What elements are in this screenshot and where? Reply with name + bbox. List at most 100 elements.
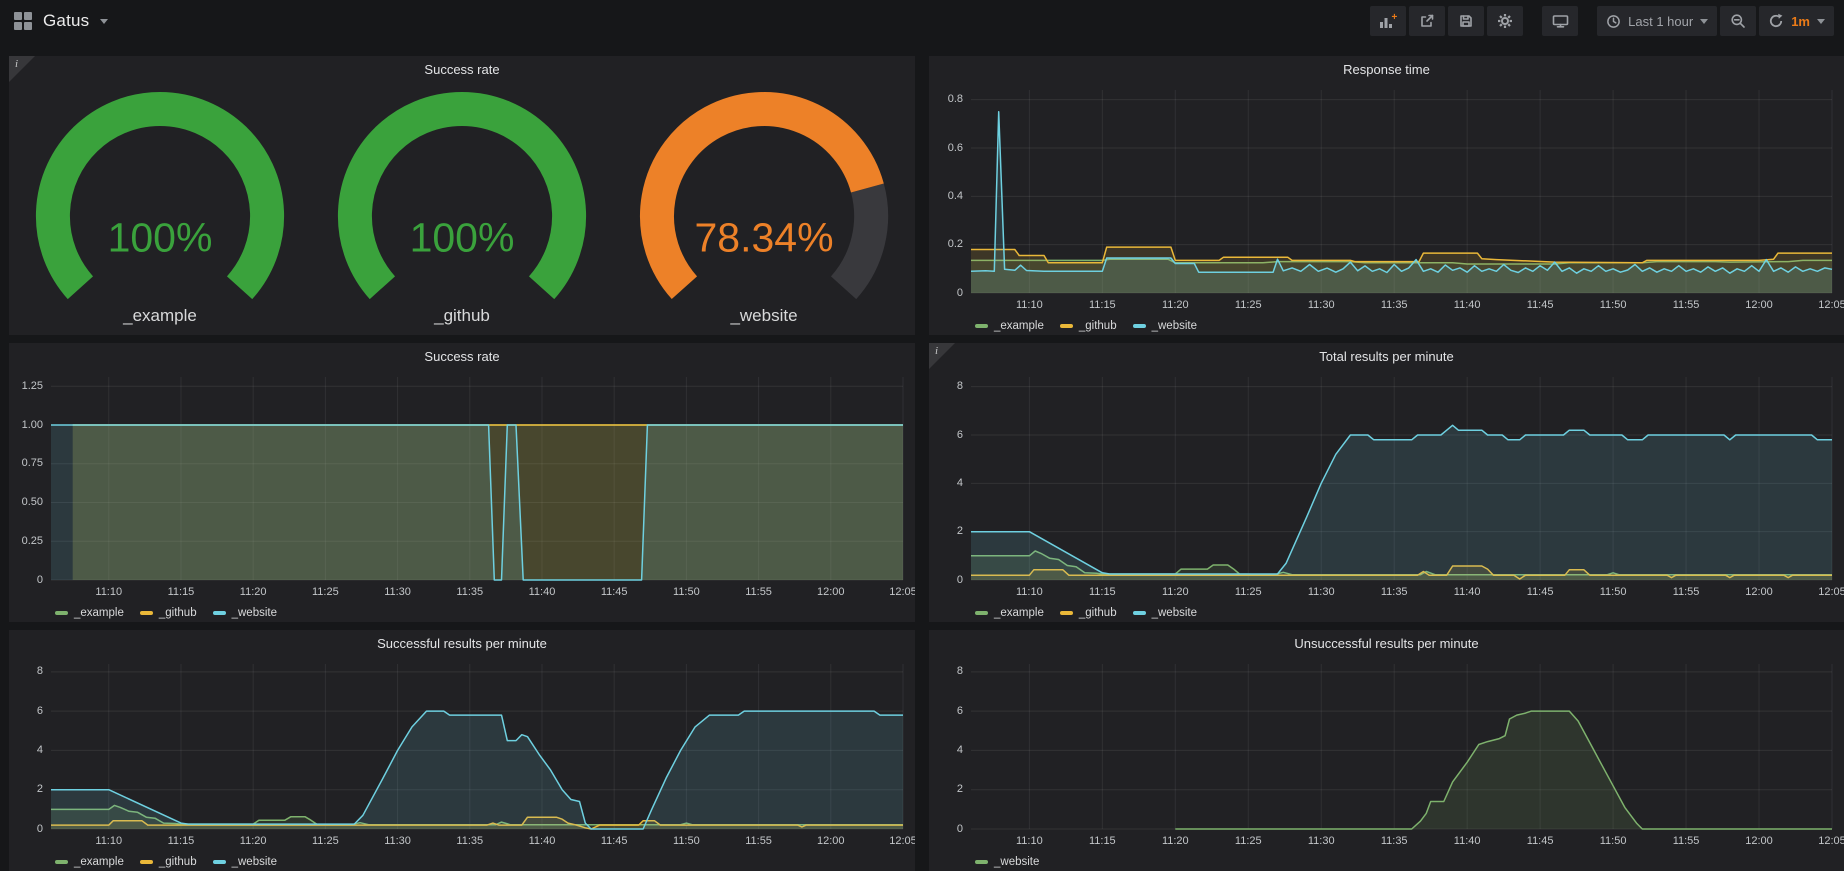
y-axis-tick-label: 8 — [956, 380, 963, 393]
series-fill-_website — [971, 111, 1832, 293]
panel-title[interactable]: Total results per minute — [1319, 349, 1454, 364]
legend-item-_website[interactable]: _website — [212, 607, 277, 619]
panel-info-icon[interactable] — [9, 56, 35, 82]
legend-label: _github — [1078, 607, 1117, 619]
share-button[interactable] — [1409, 6, 1446, 36]
legend-label: _example — [74, 856, 124, 868]
x-axis-tick-label: 11:20 — [239, 835, 267, 847]
gauge-group: 100% _example 100% _github 78.34% _website — [9, 82, 915, 335]
x-axis-tick-label: 12:05 — [1818, 835, 1844, 847]
dashboard-picker[interactable]: Gatus — [14, 11, 109, 31]
panel-success-rate-graph: Success rate 0 0.25 0.50 0.75 1.00 1.25 11:10 1… — [9, 343, 915, 622]
panel-info-icon[interactable] — [929, 343, 955, 369]
y-axis-tick-label: 0.75 — [21, 457, 43, 470]
legend-swatch — [212, 860, 226, 864]
x-axis-tick-label: 11:45 — [600, 835, 628, 847]
legend-label: _example — [994, 607, 1044, 619]
gauge-canvas: 78.34% — [639, 92, 889, 300]
gauge-track — [830, 183, 889, 300]
x-axis-tick-label: 11:35 — [1380, 835, 1408, 847]
legend-item-_example[interactable]: _example — [975, 320, 1044, 332]
x-axis-tick-label: 11:10 — [95, 586, 123, 598]
chart-canvas[interactable] — [929, 369, 1844, 622]
gauge-value-arc — [35, 91, 285, 300]
legend-item-_example[interactable]: _example — [55, 856, 124, 868]
x-axis-tick-label: 11:20 — [1161, 586, 1189, 598]
legend-swatch — [139, 860, 153, 864]
panel-title[interactable]: Success rate — [424, 349, 500, 364]
legend-item-_github[interactable]: _github — [1059, 607, 1117, 619]
x-axis-tick-label: 11:30 — [1307, 299, 1335, 311]
legend-item-_github[interactable]: _github — [139, 856, 197, 868]
x-axis-tick-label: 11:45 — [1526, 835, 1554, 847]
total-results-chart[interactable]: 0 2 4 6 8 11:10 11:15 11:20 11:25 11:30 11:35 11:40… — [929, 369, 1844, 622]
zoom-out-button[interactable] — [1720, 6, 1757, 36]
panel-title[interactable]: Success rate — [424, 62, 500, 77]
add-panel-button[interactable]: + — [1370, 6, 1407, 36]
legend-swatch — [1059, 611, 1073, 615]
refresh-control[interactable]: 1m — [1759, 6, 1834, 36]
gauge-_github: 100% _github — [311, 82, 613, 335]
tv-mode-button[interactable] — [1542, 6, 1579, 36]
series-line-_example — [971, 258, 1832, 265]
chart-canvas[interactable] — [929, 82, 1844, 335]
chart-canvas[interactable] — [9, 369, 915, 622]
response-time-chart[interactable]: 0 0.2 0.4 0.6 0.8 11:10 11:15 11:20 11:25 11:30 11… — [929, 82, 1844, 335]
time-range-button[interactable]: Last 1 hour — [1597, 6, 1718, 36]
legend-label: _github — [158, 856, 197, 868]
y-axis-tick-label: 0.8 — [947, 93, 963, 106]
x-axis-tick-label: 11:15 — [1088, 835, 1116, 847]
clock-icon — [1607, 14, 1621, 28]
panel-title[interactable]: Unsuccessful results per minute — [1294, 636, 1479, 651]
series-line-_website — [970, 111, 1833, 274]
settings-button[interactable] — [1487, 6, 1524, 36]
chart-canvas[interactable] — [929, 656, 1844, 871]
series-line-_github — [971, 246, 1832, 264]
series-fill-_website — [51, 425, 903, 580]
legend-swatch — [55, 860, 68, 864]
unsuccessful-results-chart[interactable]: 0 2 4 6 8 11:10 11:15 11:20 11:25 11:30 11:35 11:40… — [929, 656, 1844, 871]
success-rate-chart[interactable]: 0 0.25 0.50 0.75 1.00 1.25 11:10 11:15 11:20 11:2… — [9, 369, 915, 622]
panel-title[interactable]: Successful results per minute — [377, 636, 547, 651]
legend-item-_example[interactable]: _example — [55, 607, 124, 619]
time-range-label: Last 1 hour — [1628, 13, 1694, 29]
legend-item-_github[interactable]: _github — [1059, 320, 1117, 332]
legend-item-_website[interactable]: _website — [212, 856, 277, 868]
x-axis-tick-label: 11:10 — [1016, 586, 1043, 598]
x-axis-tick-label: 11:25 — [312, 586, 339, 598]
legend-label: _github — [1078, 320, 1117, 332]
x-axis-tick-label: 11:35 — [1380, 586, 1408, 598]
legend-label: _website — [1151, 607, 1197, 619]
x-axis-tick-label: 11:25 — [312, 835, 339, 847]
x-axis-tick-label: 11:50 — [1599, 586, 1627, 598]
dashboard-title[interactable]: Gatus — [43, 11, 90, 30]
refresh-icon — [1770, 13, 1783, 28]
save-button[interactable] — [1448, 6, 1485, 36]
y-axis-tick-label: 6 — [956, 704, 963, 717]
y-axis-tick-label: 8 — [36, 665, 43, 678]
x-axis-tick-label: 11:15 — [1088, 586, 1116, 598]
x-axis-tick-label: 12:00 — [817, 586, 845, 598]
legend-item-_website[interactable]: _website — [1132, 607, 1197, 619]
legend-item-_github[interactable]: _github — [139, 607, 197, 619]
panel-title[interactable]: Response time — [1343, 62, 1430, 77]
y-axis-tick-label: 4 — [36, 743, 43, 756]
chart-canvas[interactable] — [9, 656, 915, 871]
chevron-down-icon — [100, 18, 109, 24]
legend-item-_example[interactable]: _example — [975, 607, 1044, 619]
x-axis-tick-label: 11:30 — [1307, 835, 1335, 847]
legend-item-_website[interactable]: _website — [1132, 320, 1197, 332]
gauge-value-text: 100% — [108, 214, 213, 260]
x-axis-tick-label: 11:40 — [1453, 835, 1481, 847]
series-line-_example — [971, 550, 1832, 576]
gauge-canvas: 100% — [337, 91, 587, 300]
legend: _website — [975, 856, 1039, 868]
successful-results-chart[interactable]: 0 2 4 6 8 11:10 11:15 11:20 11:25 11:30 11:35 11:40… — [9, 656, 915, 871]
legend-label: _website — [994, 856, 1040, 868]
x-axis-tick-label: 12:00 — [1745, 299, 1773, 311]
x-axis-tick-label: 11:20 — [1161, 835, 1189, 847]
dashboard-grid: i Success rate 100% _example 100% _github 78… — [0, 42, 1844, 871]
legend: _example _github _website — [55, 607, 277, 619]
legend-item-_website[interactable]: _website — [975, 856, 1039, 868]
y-axis-tick-label: 0.4 — [947, 189, 963, 202]
